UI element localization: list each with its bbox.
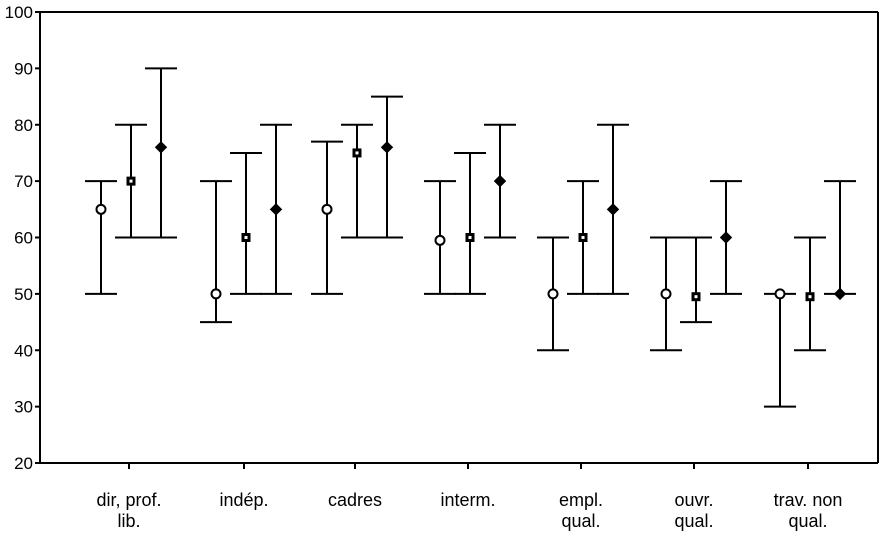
point-marker-circle xyxy=(774,288,786,300)
point-marker-circle xyxy=(321,203,333,215)
point-marker-circle xyxy=(434,234,446,246)
y-tick-label: 100 xyxy=(5,3,33,22)
point-marker-circle xyxy=(95,203,107,215)
x-category-label: indép. xyxy=(219,490,268,510)
point-marker-square-center xyxy=(581,236,585,239)
x-category-label-line: qual. xyxy=(561,511,600,531)
x-category-label-line: trav. non xyxy=(774,490,843,510)
x-axis-ticks: dir, prof. lib.indép. cadres interm. empl. qu… xyxy=(96,463,842,531)
x-category-label-line: dir, prof. xyxy=(96,490,161,510)
point-marker-square-center xyxy=(808,295,812,299)
x-category-label: dir, prof. lib. xyxy=(96,490,161,531)
point-marker-circle xyxy=(660,288,672,300)
x-category-label-line: lib. xyxy=(117,511,140,531)
y-tick-label: 60 xyxy=(14,229,33,248)
point-markers xyxy=(95,141,847,302)
point-marker-diamond xyxy=(719,231,733,244)
x-category-label: cadres xyxy=(328,490,382,510)
point-marker-diamond xyxy=(833,287,847,301)
point-marker-diamond xyxy=(493,174,507,188)
y-tick-label: 20 xyxy=(14,454,33,473)
x-category-label-line: cadres xyxy=(328,490,382,510)
y-axis-ticks: 20 30 40 50 60 70 80 90 100 xyxy=(5,3,40,473)
x-category-label-line: empl. xyxy=(559,490,603,510)
y-tick-label: 30 xyxy=(14,398,33,417)
y-tick-label: 80 xyxy=(14,116,33,135)
point-marker-square-center xyxy=(355,151,359,155)
point-marker-diamond xyxy=(606,203,620,216)
point-marker-diamond xyxy=(269,203,283,216)
x-category-label: trav. non qual. xyxy=(774,490,843,531)
x-category-label: ouvr. qual. xyxy=(674,490,713,531)
y-tick-label: 50 xyxy=(14,285,33,304)
point-marker-circle xyxy=(547,288,559,300)
x-category-label-line: indép. xyxy=(219,490,268,510)
point-marker-diamond xyxy=(380,141,394,154)
x-category-label-line: qual. xyxy=(788,511,827,531)
x-category-label-line: qual. xyxy=(674,511,713,531)
point-marker-square-center xyxy=(129,179,133,183)
x-category-label: interm. xyxy=(440,490,495,510)
point-marker-diamond xyxy=(154,141,168,154)
x-category-label-line: interm. xyxy=(440,490,495,510)
x-category-label-line: ouvr. xyxy=(674,490,713,510)
y-tick-label: 40 xyxy=(14,341,33,360)
y-tick-label: 90 xyxy=(14,59,33,78)
point-marker-square-center xyxy=(244,236,248,239)
point-marker-square-center xyxy=(468,236,472,239)
x-category-label: empl. qual. xyxy=(559,490,603,531)
point-marker-square-center xyxy=(694,295,698,299)
point-marker-circle xyxy=(210,288,222,300)
y-tick-label: 70 xyxy=(14,172,33,191)
